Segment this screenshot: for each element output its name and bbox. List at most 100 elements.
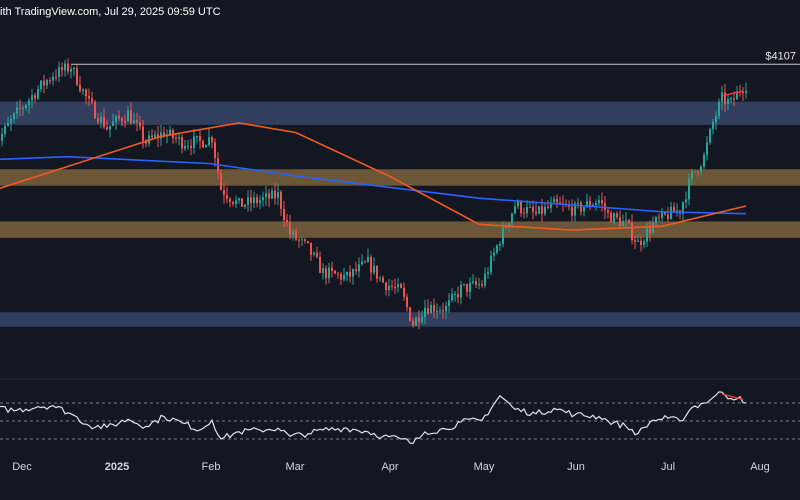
x-tick-label: Mar bbox=[286, 461, 305, 473]
candle-body bbox=[253, 197, 255, 204]
candle-body bbox=[163, 132, 165, 137]
candle-body bbox=[70, 69, 72, 72]
candle-body bbox=[535, 211, 537, 214]
candle-body bbox=[334, 270, 336, 274]
candle-body bbox=[712, 122, 714, 130]
candle-body bbox=[76, 67, 78, 85]
candle-body bbox=[733, 98, 735, 100]
candle-body bbox=[631, 223, 633, 241]
candle-body bbox=[472, 281, 474, 283]
candle-body bbox=[55, 76, 57, 78]
candle-body bbox=[607, 210, 609, 213]
candle-body bbox=[724, 92, 726, 104]
candle-body bbox=[571, 206, 573, 216]
candle-body bbox=[601, 200, 603, 204]
candle-body bbox=[592, 205, 594, 207]
candle-body bbox=[229, 198, 231, 202]
candle-body bbox=[37, 88, 39, 99]
candle-body bbox=[184, 146, 186, 149]
candle-body bbox=[1, 133, 3, 141]
divergence-rsi-line bbox=[721, 393, 744, 401]
candle-body bbox=[517, 201, 519, 207]
candle-body bbox=[721, 92, 723, 103]
candle-body bbox=[181, 137, 183, 149]
candle-body bbox=[265, 193, 267, 198]
x-tick-label: Jul bbox=[661, 461, 675, 473]
candle-body bbox=[622, 221, 624, 226]
candle-body bbox=[115, 116, 117, 122]
candle-body bbox=[718, 102, 720, 117]
candle-body bbox=[409, 307, 411, 321]
candle-body bbox=[550, 202, 552, 208]
candle-body bbox=[619, 217, 621, 226]
candle-body bbox=[367, 256, 369, 263]
candle-body bbox=[598, 200, 600, 204]
candle-body bbox=[574, 203, 576, 216]
candle-body bbox=[469, 282, 471, 292]
candle-body bbox=[127, 110, 129, 122]
candle-body bbox=[58, 67, 60, 77]
candle-body bbox=[655, 217, 657, 223]
candle-body bbox=[664, 211, 666, 215]
candle-body bbox=[412, 320, 414, 326]
candle-body bbox=[79, 84, 81, 91]
candle-body bbox=[736, 91, 738, 100]
candle-body bbox=[103, 116, 105, 128]
candle-body bbox=[406, 296, 408, 308]
candle-body bbox=[286, 220, 288, 223]
candle-body bbox=[646, 228, 648, 242]
candle-body bbox=[289, 222, 291, 235]
candle-body bbox=[682, 202, 684, 214]
candle-body bbox=[61, 67, 63, 71]
candle-body bbox=[160, 132, 162, 139]
candle-body bbox=[226, 194, 228, 199]
candle-body bbox=[280, 192, 282, 209]
x-tick-label: 2025 bbox=[105, 461, 129, 473]
candle-body bbox=[439, 310, 441, 312]
candle-body bbox=[688, 179, 690, 200]
candle-body bbox=[421, 316, 423, 322]
candle-body bbox=[634, 240, 636, 242]
candle-body bbox=[613, 213, 615, 223]
candle-body bbox=[475, 281, 477, 285]
candle-body bbox=[523, 212, 525, 214]
candle-body bbox=[22, 108, 24, 110]
candle-body bbox=[448, 300, 450, 306]
candle-body bbox=[547, 206, 549, 208]
candle-body bbox=[241, 198, 243, 207]
candle-body bbox=[169, 129, 171, 135]
candle-body bbox=[532, 206, 534, 212]
attribution-text: ith TradingView.com, Jul 29, 2025 09:59 … bbox=[0, 6, 221, 18]
candle-body bbox=[538, 206, 540, 214]
candle-body bbox=[292, 231, 294, 235]
candle-body bbox=[568, 205, 570, 207]
candle-body bbox=[586, 201, 588, 208]
candle-body bbox=[493, 252, 495, 256]
candle-body bbox=[430, 305, 432, 314]
candle-body bbox=[220, 172, 222, 190]
candle-body bbox=[178, 137, 180, 139]
candle-body bbox=[529, 206, 531, 208]
candle-body bbox=[322, 268, 324, 273]
candle-body bbox=[454, 293, 456, 295]
candle-body bbox=[577, 202, 579, 204]
candle-body bbox=[694, 171, 696, 173]
candle-body bbox=[100, 116, 102, 123]
candle-body bbox=[304, 239, 306, 241]
candle-body bbox=[109, 125, 111, 130]
candle-body bbox=[457, 293, 459, 298]
candle-body bbox=[418, 317, 420, 322]
candle-body bbox=[700, 166, 702, 172]
moving-average-2 bbox=[0, 122, 747, 231]
candle-body bbox=[649, 228, 651, 233]
candle-body bbox=[175, 138, 177, 140]
candle-body bbox=[277, 192, 279, 199]
zone-demand bbox=[0, 312, 800, 327]
candle-body bbox=[511, 213, 513, 224]
candle-body bbox=[154, 134, 156, 138]
zone-support-lower bbox=[0, 221, 800, 238]
candle-body bbox=[343, 275, 345, 280]
candle-body bbox=[40, 80, 42, 89]
candle-body bbox=[133, 120, 135, 124]
